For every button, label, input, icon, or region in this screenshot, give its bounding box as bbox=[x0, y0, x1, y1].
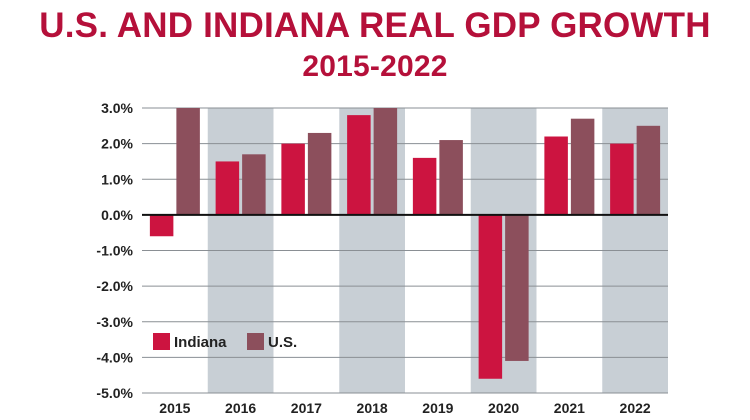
bar-us-2020 bbox=[505, 214, 529, 361]
legend-label-us: U.S. bbox=[268, 334, 297, 351]
legend-swatch-indiana bbox=[153, 333, 170, 350]
bar-us-2016 bbox=[242, 154, 266, 215]
x-tick-label: 2020 bbox=[488, 400, 519, 416]
x-tick-label: 2022 bbox=[620, 400, 651, 416]
y-tick-label: -1.0% bbox=[96, 243, 133, 259]
x-axis-ticks: 2015 2016 2017 2018 2019 2020 2021 2022 bbox=[159, 400, 651, 416]
bar-us-2022 bbox=[636, 125, 661, 215]
x-tick-label: 2021 bbox=[554, 400, 585, 416]
y-tick-label: -3.0% bbox=[96, 314, 133, 330]
bar-indiana-2018 bbox=[347, 115, 371, 215]
bar-indiana-2017 bbox=[281, 143, 305, 215]
bar-us-2017 bbox=[307, 132, 332, 215]
chart-title: U.S. AND INDIANA REAL GDP GROWTH bbox=[39, 6, 711, 45]
bar-us-2019 bbox=[439, 140, 463, 215]
bar-indiana-2021 bbox=[544, 136, 568, 215]
x-tick-label: 2019 bbox=[422, 400, 453, 416]
bar-indiana-2015 bbox=[149, 214, 174, 237]
y-tick-label: -4.0% bbox=[96, 349, 133, 365]
y-tick-label: -5.0% bbox=[96, 385, 133, 401]
y-tick-label: 1.0% bbox=[101, 171, 133, 187]
x-tick-label: 2016 bbox=[225, 400, 256, 416]
x-tick-label: 2017 bbox=[291, 400, 322, 416]
bar-us-2015 bbox=[176, 108, 200, 215]
bar-indiana-2020 bbox=[478, 214, 503, 379]
bars bbox=[149, 108, 661, 379]
legend-swatch-us bbox=[247, 333, 264, 350]
bar-indiana-2022 bbox=[610, 143, 634, 215]
bar-us-2018 bbox=[373, 108, 398, 215]
bar-indiana-2019 bbox=[412, 157, 437, 215]
chart-subtitle: 2015-2022 bbox=[302, 50, 448, 83]
y-tick-label: -2.0% bbox=[96, 278, 133, 294]
y-axis-ticks: 3.0% 2.0% 1.0% 0.0% -1.0% -2.0% -3.0% -4.0% -5.0… bbox=[96, 100, 133, 401]
x-tick-label: 2015 bbox=[159, 400, 190, 416]
y-tick-label: 2.0% bbox=[101, 136, 133, 152]
legend-label-indiana: Indiana bbox=[174, 334, 227, 351]
bar-indiana-2016 bbox=[215, 161, 240, 215]
bar-us-2021 bbox=[570, 118, 595, 215]
y-tick-label: 3.0% bbox=[101, 100, 133, 116]
y-tick-label: 0.0% bbox=[101, 207, 133, 223]
legend: Indiana U.S. bbox=[153, 333, 297, 351]
x-tick-label: 2018 bbox=[357, 400, 388, 416]
